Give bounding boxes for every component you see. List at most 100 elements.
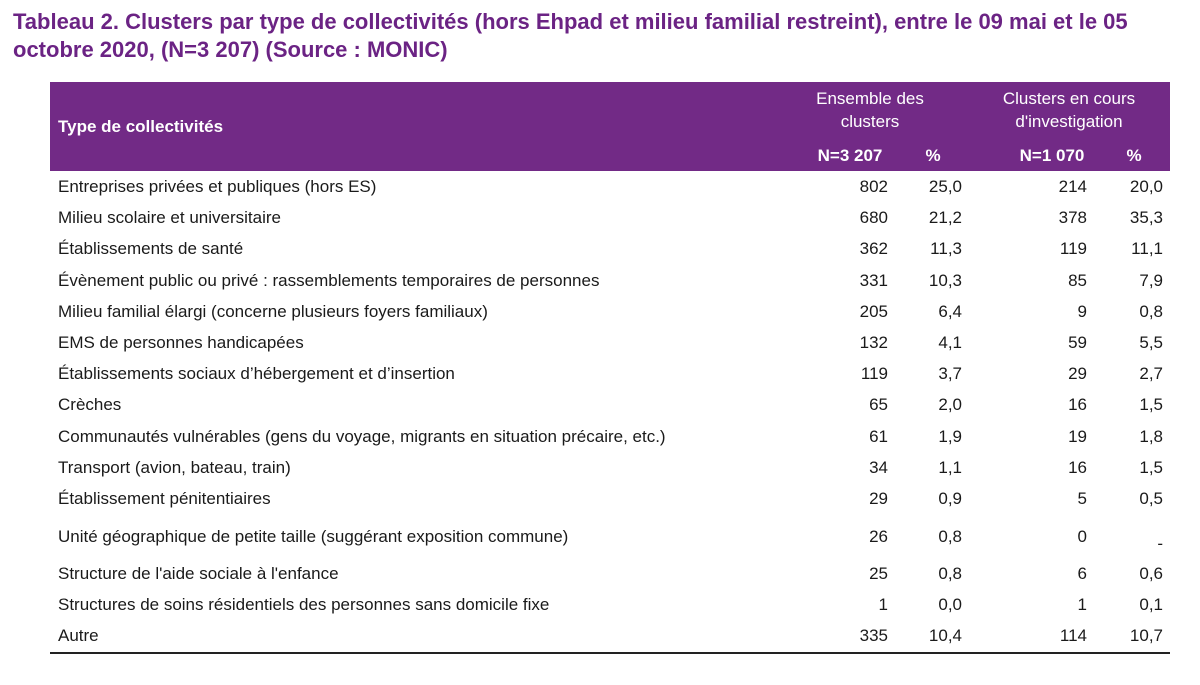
table-row: Structures de soins résidentiels des per… [50, 589, 1170, 620]
row-label: Unité géographique de petite taille (sug… [58, 527, 569, 547]
row-n-total: 25 [869, 564, 888, 584]
row-n-total: 205 [859, 301, 888, 321]
row-n-en-cours: 119 [1059, 239, 1087, 259]
row-label: Établissement pénitentiaires [58, 488, 271, 508]
row-percent-total: 1,1 [938, 457, 962, 477]
row-label: Autre [58, 626, 99, 646]
table-row: Milieu familial élargi (concerne plusieu… [50, 296, 1170, 327]
row-n-en-cours: 6 [1077, 564, 1087, 584]
table-row: Évènement public ou privé : rassemblemen… [50, 265, 1170, 296]
row-label: Entreprises privées et publiques (hors E… [58, 177, 377, 196]
table-header: Type de collectivités Ensemble des clust… [50, 82, 1170, 171]
header-n-total: N=3 207 [817, 146, 883, 165]
row-percent-en-cours: 1,8 [1139, 426, 1163, 446]
row-n-en-cours: 214 [1058, 177, 1087, 196]
row-percent-en-cours: 0,6 [1139, 564, 1163, 584]
row-percent-total: 10,4 [928, 626, 962, 646]
table-row: Milieu scolaire et universitaire 680 21,… [50, 202, 1170, 233]
row-n-total: 132 [859, 332, 888, 352]
row-label: Milieu scolaire et universitaire [58, 208, 281, 228]
table-row: Transport (avion, bateau, train) 34 1,1 … [50, 452, 1170, 483]
row-percent-en-cours: 20,0 [1129, 177, 1163, 196]
row-n-total: 119 [860, 364, 888, 384]
row-percent-en-cours: 1,5 [1139, 395, 1163, 415]
row-percent-en-cours: 11,1 [1131, 239, 1163, 259]
row-percent-total: 4,1 [938, 332, 962, 352]
row-n-en-cours: 0 [1077, 527, 1087, 547]
row-n-en-cours: 9 [1077, 301, 1087, 321]
row-label: Crèches [58, 395, 122, 415]
row-label: Évènement public ou privé : rassemblemen… [58, 270, 600, 290]
row-percent-en-cours: - [1157, 534, 1163, 554]
row-percent-total: 1,9 [938, 426, 962, 446]
row-n-en-cours: 114 [1059, 626, 1087, 646]
header-type-collectivites: Type de collectivités [58, 117, 224, 136]
row-percent-total: 0,8 [938, 527, 962, 547]
table-row: Communautés vulnérables (gens du voyage,… [50, 421, 1170, 452]
row-percent-en-cours: 7,9 [1139, 270, 1163, 290]
table-row: Établissement pénitentiaires 29 0,9 5 0,… [50, 483, 1170, 514]
row-n-total: 680 [859, 208, 888, 228]
clusters-table: Type de collectivités Ensemble des clust… [50, 82, 1170, 654]
row-percent-en-cours: 0,1 [1139, 595, 1163, 615]
row-n-en-cours: 1 [1077, 595, 1087, 615]
row-percent-total: 0,9 [938, 488, 962, 508]
table-row: Établissements sociaux d’hébergement et … [50, 358, 1170, 389]
row-percent-en-cours: 0,5 [1139, 488, 1163, 508]
row-n-en-cours: 16 [1068, 457, 1087, 477]
row-percent-en-cours: 10,7 [1129, 626, 1163, 646]
row-n-en-cours: 85 [1068, 270, 1087, 290]
row-percent-en-cours: 5,5 [1139, 332, 1163, 352]
row-n-total: 1 [878, 595, 888, 615]
row-percent-total: 21,2 [928, 208, 962, 228]
row-percent-en-cours: 0,8 [1139, 301, 1163, 321]
row-percent-total: 25,0 [928, 177, 962, 196]
table-row: Unité géographique de petite taille (sug… [50, 514, 1170, 558]
row-n-total: 362 [859, 239, 888, 259]
header-percent-total: % [925, 146, 941, 165]
row-n-total: 802 [859, 177, 888, 196]
table-body: Entreprises privées et publiques (hors E… [50, 171, 1170, 654]
row-percent-en-cours: 35,3 [1129, 208, 1163, 228]
table-row: Autre 335 10,4 114 10,7 [50, 620, 1170, 651]
row-n-total: 331 [859, 270, 888, 290]
row-percent-total: 3,7 [938, 364, 962, 384]
row-percent-en-cours: 2,7 [1139, 364, 1163, 384]
row-n-total: 65 [869, 395, 888, 415]
header-n-en-cours: N=1 070 [1019, 146, 1085, 165]
row-label: Établissements sociaux d’hébergement et … [58, 364, 455, 384]
table-row: Établissements de santé 362 11,3 119 11,… [50, 233, 1170, 264]
row-label: Établissements de santé [58, 239, 244, 259]
row-n-en-cours: 59 [1068, 332, 1087, 352]
row-percent-total: 0,0 [938, 595, 962, 615]
row-percent-total: 11,3 [930, 239, 962, 259]
table-row: EMS de personnes handicapées 132 4,1 59 … [50, 327, 1170, 358]
row-n-total: 61 [869, 426, 888, 446]
row-percent-total: 10,3 [928, 270, 962, 290]
row-percent-en-cours: 1,5 [1139, 457, 1163, 477]
row-label: Transport (avion, bateau, train) [58, 457, 291, 477]
header-ensemble-clusters: Ensemble des clusters [816, 89, 924, 131]
table-row: Crèches 65 2,0 16 1,5 [50, 389, 1170, 420]
row-n-en-cours: 5 [1077, 488, 1087, 508]
table-row: Entreprises privées et publiques (hors E… [50, 171, 1170, 202]
row-n-total: 335 [859, 626, 888, 646]
row-n-total: 34 [869, 457, 888, 477]
row-label: EMS de personnes handicapées [58, 332, 304, 352]
header-percent-en-cours: % [1126, 146, 1142, 165]
row-label: Communautés vulnérables (gens du voyage,… [58, 426, 666, 446]
row-n-total: 29 [869, 488, 888, 508]
table-row: Structure de l'aide sociale à l'enfance … [50, 558, 1170, 589]
row-percent-total: 2,0 [938, 395, 962, 415]
table-title: Tableau 2. Clusters par type de collecti… [13, 9, 1128, 62]
row-n-en-cours: 29 [1068, 364, 1087, 384]
row-label: Milieu familial élargi (concerne plusieu… [58, 301, 488, 321]
row-label: Structure de l'aide sociale à l'enfance [58, 564, 339, 584]
row-n-en-cours: 378 [1058, 208, 1087, 228]
row-percent-total: 0,8 [938, 564, 962, 584]
row-n-en-cours: 19 [1068, 426, 1087, 446]
header-clusters-en-cours: Clusters en cours d'investigation [1002, 89, 1136, 131]
row-n-total: 26 [869, 527, 888, 547]
row-n-en-cours: 16 [1068, 395, 1087, 415]
row-percent-total: 6,4 [938, 301, 962, 321]
